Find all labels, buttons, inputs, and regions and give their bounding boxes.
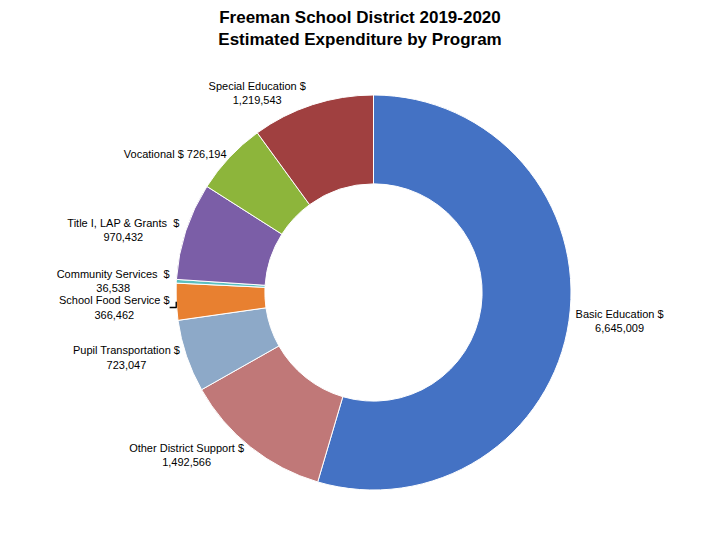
svg-text:Freeman School District 2019-2: Freeman School District 2019-2020Estimat… [218, 8, 501, 49]
svg-text:Title I, LAP & Grants $970,43: Title I, LAP & Grants $970,432 [67, 217, 179, 243]
svg-text:Vocational $ 726,194: Vocational $ 726,194 [124, 148, 227, 160]
svg-text:School Food Service $366,462: School Food Service $366,462 [59, 294, 170, 320]
svg-text:Basic Education $6,645,009: Basic Education $6,645,009 [576, 308, 664, 334]
svg-text:Pupil Transportation $723,047: Pupil Transportation $723,047 [73, 344, 180, 370]
svg-text:Community Services $36,538: Community Services $36,538 [57, 268, 170, 294]
svg-text:Other District Support $1,492,: Other District Support $1,492,566 [129, 442, 244, 468]
svg-text:Special Education $1,219,543: Special Education $1,219,543 [209, 80, 306, 106]
